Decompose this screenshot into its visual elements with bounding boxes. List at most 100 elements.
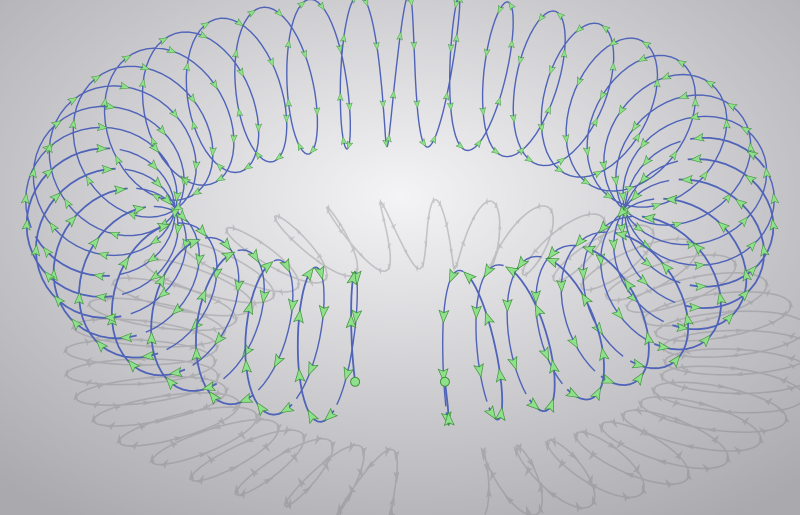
- field-arrow: [698, 170, 708, 182]
- field-arrow-shadow: [710, 434, 720, 445]
- field-arrow-shadow: [90, 413, 96, 424]
- field-arrow: [115, 154, 123, 166]
- field-arrow: [361, 0, 369, 8]
- field-arrow: [182, 61, 190, 72]
- field-arrow-shadow: [137, 421, 146, 431]
- field-arrow-shadow: [686, 469, 692, 481]
- field-arrow: [742, 268, 752, 282]
- field-arrow: [41, 168, 54, 180]
- field-arrow-shadow: [504, 494, 515, 505]
- field-arrow: [343, 366, 355, 382]
- field-arrow-shadow: [126, 273, 133, 282]
- field-arrow: [231, 48, 239, 59]
- field-arrow: [690, 154, 703, 164]
- field-arrow: [195, 252, 205, 267]
- field-arrow: [549, 359, 560, 374]
- field-arrow: [168, 366, 183, 377]
- field-arrow-shadow: [234, 316, 239, 325]
- field-arrow-shadow: [283, 425, 292, 437]
- field-arrow: [554, 164, 565, 173]
- field-arrow-shadow: [741, 416, 750, 427]
- field-arrow-shadow: [168, 439, 178, 449]
- field-arrow: [104, 101, 116, 110]
- field-arrow: [117, 256, 130, 271]
- field-arrow: [581, 292, 594, 308]
- field-arrow: [209, 79, 218, 90]
- field-arrow-shadow: [387, 242, 392, 250]
- field-arrow-shadow: [551, 274, 555, 282]
- field-arrow: [340, 136, 348, 146]
- field-arrow-shadow: [788, 331, 796, 341]
- helix-front-half: [21, 132, 779, 427]
- field-arrow: [523, 154, 534, 163]
- field-arrow: [175, 209, 188, 222]
- field-arrow-shadow: [672, 336, 679, 346]
- field-arrow-shadow: [199, 374, 209, 383]
- field-arrow: [618, 104, 628, 116]
- field-arrow-shadow: [546, 490, 558, 499]
- field-arrow-shadow: [255, 414, 265, 425]
- field-arrow: [53, 295, 66, 308]
- field-arrow-shadow: [136, 381, 147, 387]
- field-arrow: [372, 41, 380, 51]
- field-arrow-shadow: [784, 413, 790, 424]
- field-arrow: [695, 282, 707, 292]
- field-arrow-shadow: [188, 469, 195, 481]
- field-arrow-shadow: [130, 440, 139, 451]
- field-arrow: [639, 137, 650, 149]
- field-arrow-shadow: [324, 274, 329, 282]
- field-arrow: [601, 25, 611, 34]
- field-arrow-shadow: [698, 400, 709, 406]
- field-arrow: [565, 386, 580, 398]
- field-arrow: [256, 401, 269, 417]
- field-arrow: [644, 331, 655, 346]
- field-arrow-shadow: [149, 453, 155, 464]
- field-arrow: [294, 367, 306, 383]
- field-arrow-shadow: [701, 316, 711, 322]
- field-arrow: [544, 258, 560, 269]
- field-arrow-shadow: [272, 292, 276, 300]
- field-arrow: [534, 303, 546, 319]
- field-arrow: [348, 0, 358, 4]
- field-arrow: [740, 126, 753, 136]
- field-arrow: [90, 75, 102, 84]
- field-arrow: [676, 322, 690, 333]
- field-arrow-shadow: [515, 442, 522, 455]
- field-arrow-shadow: [426, 212, 431, 220]
- field-arrow: [255, 123, 263, 133]
- field-arrow: [66, 97, 78, 106]
- field-arrow-shadow: [678, 363, 688, 372]
- field-arrow-shadow: [421, 261, 425, 269]
- field-arrow-shadow: [180, 241, 185, 250]
- field-arrow: [259, 289, 270, 304]
- field-arrow-shadow: [650, 386, 656, 397]
- field-arrow-shadow: [520, 267, 525, 275]
- field-arrow: [611, 306, 624, 320]
- field-arrow: [599, 346, 610, 362]
- field-arrow-shadow: [393, 471, 400, 483]
- field-arrow: [723, 118, 731, 130]
- field-arrow-shadow: [337, 502, 343, 515]
- field-arrow-shadow: [160, 392, 172, 398]
- field-arrow-shadow: [733, 259, 738, 267]
- field-arrow-shadow: [764, 288, 771, 297]
- field-arrow-shadow: [483, 462, 490, 475]
- field-arrow-shadow: [682, 347, 692, 356]
- field-arrow-shadow: [275, 267, 283, 274]
- field-arrow-shadow: [254, 411, 261, 423]
- field-arrow: [274, 8, 283, 17]
- field-arrow: [668, 150, 678, 161]
- field-arrow: [148, 141, 160, 153]
- field-arrow: [660, 71, 672, 80]
- field-arrow: [636, 273, 649, 286]
- field-arrow: [495, 367, 507, 383]
- field-arrow-shadow: [283, 494, 290, 507]
- field-arrow-shadow: [308, 279, 314, 287]
- field-arrow-shadow: [321, 460, 330, 472]
- field-arrow: [722, 192, 732, 204]
- field-arrow-shadow: [674, 316, 683, 323]
- field-arrow: [247, 248, 260, 263]
- field-arrow: [453, 0, 461, 9]
- field-arrow-shadow: [702, 463, 712, 474]
- field-arrow: [323, 407, 339, 422]
